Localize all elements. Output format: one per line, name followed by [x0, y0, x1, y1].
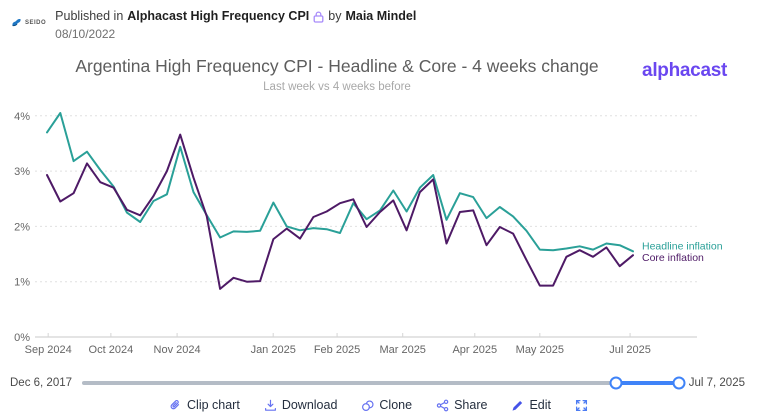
- alphacast-wordmark[interactable]: alphacast: [642, 60, 727, 81]
- published-block: Published in Alphacast High Frequency CP…: [55, 8, 416, 42]
- seido-logo-text: SEIDO: [25, 19, 47, 26]
- pencil-icon: [512, 400, 523, 411]
- timeline-handle-start[interactable]: [609, 376, 623, 390]
- edit-button[interactable]: Edit: [511, 398, 551, 412]
- x-tick-label: Mar 2025: [379, 344, 425, 356]
- series-line-core-inflation: [46, 133, 634, 290]
- chart-plot[interactable]: 0% 1% 2% 3% 4% Sep 2024 Oct 2024 Nov 2024 Jan 20…: [0, 105, 757, 361]
- x-tick-label: May 2025: [516, 344, 564, 356]
- chart-subtitle: Last week vs 4 weeks before: [263, 81, 411, 93]
- title-block: Argentina High Frequency CPI - Headline …: [0, 56, 674, 93]
- x-tick-label: Jul 2025: [609, 344, 651, 356]
- by-label: by: [328, 9, 342, 23]
- chart-title: Argentina High Frequency CPI - Headline …: [75, 56, 599, 76]
- x-tick-label: Jan 2025: [251, 344, 296, 356]
- author-link[interactable]: Maia Mindel: [345, 9, 417, 23]
- toolbar: Clip chart Download Clone Share: [0, 394, 757, 416]
- legend-label[interactable]: Headline inflation: [642, 240, 723, 252]
- timeline-track[interactable]: [82, 376, 686, 390]
- y-tick-label: 4%: [14, 111, 30, 123]
- clip-chart-button[interactable]: Clip chart: [169, 398, 240, 412]
- timeline-start-label: Dec 6, 2017: [10, 377, 73, 389]
- y-tick-label: 0%: [14, 332, 30, 344]
- seido-logo[interactable]: SEIDO: [10, 16, 46, 29]
- seido-logo-icon: [12, 18, 21, 27]
- timeline: Dec 6, 2017 Jul 7, 2025: [10, 374, 745, 392]
- y-tick-label: 2%: [14, 221, 30, 233]
- dataset-link[interactable]: Alphacast High Frequency CPI: [127, 9, 310, 23]
- expand-button[interactable]: [575, 399, 588, 412]
- publish-date: 08/10/2022: [55, 26, 116, 41]
- timeline-end-label: Jul 7, 2025: [688, 377, 745, 389]
- clone-button[interactable]: Clone: [361, 398, 412, 412]
- series-line-headline-inflation: [46, 112, 634, 253]
- y-tick-label: 3%: [14, 166, 30, 178]
- x-tick-label: Oct 2024: [89, 344, 134, 356]
- download-icon: [264, 399, 276, 411]
- published-line: Published in Alphacast High Frequency CP…: [55, 8, 416, 26]
- x-tick-label: Sep 2024: [25, 344, 72, 356]
- x-tick-label: Feb 2025: [314, 344, 360, 356]
- share-button[interactable]: Share: [436, 398, 487, 412]
- download-button[interactable]: Download: [264, 398, 337, 412]
- x-tick-label: Nov 2024: [154, 344, 201, 356]
- timeline-selected-range[interactable]: [616, 381, 679, 385]
- legend-label[interactable]: Core inflation: [642, 252, 704, 264]
- lock-icon: [313, 11, 324, 23]
- paperclip-icon: [170, 399, 180, 409]
- y-tick-label: 1%: [14, 277, 30, 289]
- expand-icon: [575, 399, 588, 411]
- header: SEIDO Published in Alphacast High Freque…: [10, 8, 416, 42]
- share-icon: [436, 399, 449, 411]
- timeline-handle-end[interactable]: [672, 376, 686, 390]
- x-tick-label: Apr 2025: [452, 344, 497, 356]
- published-prefix: Published in: [55, 9, 124, 23]
- clone-icon: [362, 400, 374, 411]
